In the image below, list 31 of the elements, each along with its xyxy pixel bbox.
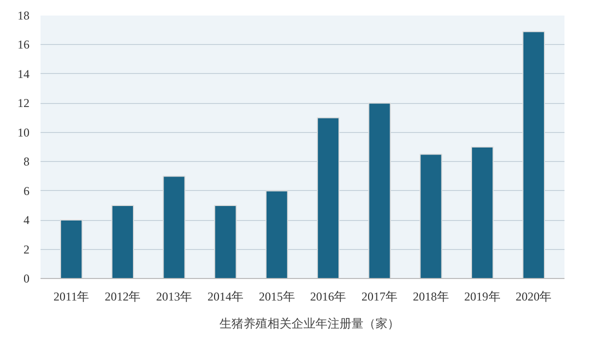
x-tick-label: 2014年 bbox=[207, 290, 244, 304]
y-tick-label: 14 bbox=[18, 66, 30, 81]
bar bbox=[214, 204, 237, 278]
x-tick-label: 2020年 bbox=[516, 290, 552, 304]
x-tick-label: 2017年 bbox=[362, 290, 398, 304]
bar bbox=[316, 117, 340, 278]
y-tick-label: 6 bbox=[24, 184, 30, 198]
y-tick-label: 12 bbox=[18, 96, 30, 110]
y-tick-label: 2 bbox=[24, 242, 30, 256]
x-tick-label: 2018年 bbox=[412, 290, 449, 304]
text: 生猪养殖相关企业年注册量（家） bbox=[220, 316, 400, 332]
bar bbox=[420, 154, 442, 278]
x-tick-label: 2013年 bbox=[156, 290, 192, 304]
x-tick-label: 2011年 bbox=[54, 290, 90, 304]
x-tick-label: 2019年 bbox=[464, 290, 500, 304]
x-tick-label: 2015年 bbox=[258, 290, 295, 304]
y-tick-label: 16 bbox=[18, 38, 30, 52]
bar bbox=[266, 190, 288, 278]
y-tick-label: 10 bbox=[18, 125, 30, 140]
bar bbox=[60, 220, 83, 278]
bar bbox=[162, 176, 186, 278]
bar bbox=[522, 31, 545, 278]
x-tick-label: 2016年 bbox=[310, 290, 346, 304]
y-tick-label: 4 bbox=[24, 213, 30, 228]
bar bbox=[471, 146, 494, 278]
x-tick-label: 2012年 bbox=[104, 290, 141, 304]
bar bbox=[368, 102, 391, 278]
y-tick-label: 18 bbox=[18, 8, 30, 22]
bar bbox=[111, 204, 134, 278]
y-tick-label: 8 bbox=[24, 154, 30, 169]
y-tick-label: 0 bbox=[24, 272, 30, 286]
